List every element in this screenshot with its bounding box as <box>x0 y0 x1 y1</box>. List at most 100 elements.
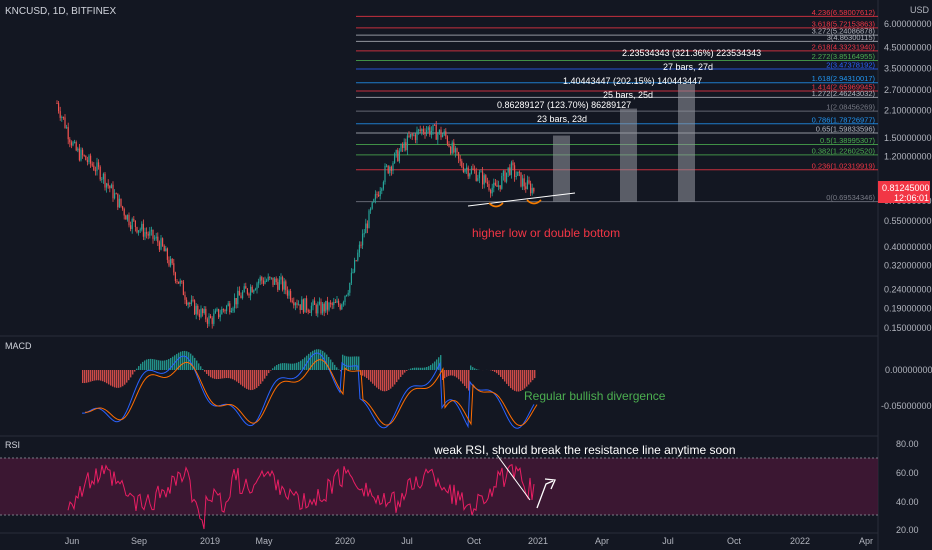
candle-body <box>424 132 426 135</box>
support-trendline[interactable] <box>467 192 576 207</box>
rsi-series[interactable] <box>67 464 535 530</box>
candle-body <box>499 185 501 189</box>
candle-body <box>61 116 63 118</box>
price-axis[interactable]: 6.00000000 4.50000000 3.50000000 2.70000000… <box>884 19 932 333</box>
macd-histogram-bar <box>122 370 124 387</box>
rsi-resistance-line[interactable] <box>496 454 531 501</box>
candle-body <box>211 318 213 324</box>
candle-body <box>395 149 397 154</box>
macd-histogram-bar <box>312 350 314 370</box>
macd-histogram-bar <box>170 357 172 370</box>
candle-body <box>192 299 194 301</box>
candle-body <box>344 295 346 303</box>
macd-histogram-bar <box>224 370 226 379</box>
candle-body <box>326 300 328 310</box>
macd-line[interactable] <box>81 352 535 429</box>
macd-histogram-bar <box>214 370 216 379</box>
candle-body <box>190 299 192 305</box>
candle-body <box>85 155 87 161</box>
projection-bars[interactable]: 23 bars, 23d 0.86289127 (123.70%) 8628912… <box>497 48 761 202</box>
projection-measure-label: 1.40443447 (202.15%) 140443447 <box>563 76 702 86</box>
candle-body <box>475 170 477 181</box>
projection-bar[interactable] <box>678 83 695 202</box>
candle-body <box>157 236 159 243</box>
macd-histogram-bar <box>286 363 288 370</box>
macd-histogram-bar <box>246 370 248 389</box>
candle-body <box>342 302 344 305</box>
candle-body <box>186 299 188 305</box>
time-tick: 2021 <box>528 536 548 546</box>
candle-body <box>518 171 520 173</box>
candle-body <box>382 182 384 189</box>
candle-body <box>352 271 354 273</box>
fib-extension[interactable]: 4.236(6.58007612) 3.618(5.72153863)3.272(… <box>356 8 878 203</box>
macd-histogram-bar <box>402 370 404 375</box>
fib-level-label: 1.618(2.94310017) <box>812 74 876 83</box>
macd-histogram-bar <box>258 370 260 387</box>
candle-body <box>315 304 317 314</box>
fib-level-label: 0.382(1.22602520) <box>812 146 876 155</box>
candle-body <box>64 117 66 128</box>
candle-body <box>115 193 117 195</box>
candle-body <box>134 220 136 228</box>
candle-body <box>178 281 180 284</box>
candle-body <box>390 166 392 171</box>
candle-body <box>328 302 330 310</box>
candle-body <box>122 206 124 209</box>
macd-histogram-bar <box>240 370 242 385</box>
candle-body <box>368 210 370 229</box>
candle-body <box>70 142 72 146</box>
candle-body <box>256 283 258 290</box>
macd-histogram-bar <box>510 370 512 389</box>
macd-histogram-bar <box>156 359 158 370</box>
price-tick: 1.20000000 <box>884 152 932 162</box>
macd-histogram-bar <box>254 370 256 390</box>
candle-body <box>378 194 380 197</box>
macd-histogram-bar <box>216 370 218 380</box>
arrow-head-icon <box>544 478 556 490</box>
candle-body <box>350 272 352 283</box>
candle-body <box>467 167 469 177</box>
candle-body <box>507 167 509 173</box>
candle-body <box>184 295 186 300</box>
price-candles[interactable] <box>56 100 535 329</box>
fib-level-label: 2.272(3.85164955) <box>812 52 876 61</box>
macd-histogram-bar <box>452 370 454 376</box>
macd-histogram-bar <box>232 370 234 380</box>
price-tick: 2.70000000 <box>884 85 932 95</box>
candle-body <box>130 225 132 230</box>
candle-body <box>366 223 368 229</box>
macd-signal-line[interactable] <box>84 359 538 426</box>
macd-histogram-bar <box>476 369 478 370</box>
rsi-line[interactable] <box>67 464 535 530</box>
candle-body <box>90 155 92 164</box>
macd-histogram-bar <box>348 356 350 370</box>
projection-bar[interactable] <box>620 108 637 202</box>
candle-body <box>181 280 183 282</box>
macd-histogram-bar <box>416 367 418 370</box>
macd-histogram-bar <box>304 357 306 370</box>
candle-body <box>477 178 479 181</box>
macd-histogram-bar <box>188 352 190 370</box>
candle-body <box>314 300 316 305</box>
projection-bar[interactable] <box>553 135 570 202</box>
time-axis[interactable]: Jun Sep 2019 May 2020 Jul Oct 2021 Apr Jul Oct 2022… <box>65 536 873 546</box>
macd-histogram-bar <box>334 364 336 370</box>
macd-histogram-bar <box>432 363 434 370</box>
macd-histogram-bar <box>194 357 196 370</box>
macd-histogram-bar <box>382 370 384 392</box>
candle-body <box>312 300 314 306</box>
macd-histogram-bar <box>438 357 440 370</box>
candle-body <box>253 290 255 293</box>
candle-body <box>98 162 100 167</box>
macd-histogram-bar <box>412 367 414 370</box>
macd-histogram-bar <box>260 370 262 384</box>
macd-indicator[interactable] <box>81 349 538 429</box>
candle-body <box>205 308 207 320</box>
candle-body <box>280 277 282 280</box>
macd-tick-0: 0.00000000 <box>885 365 932 375</box>
candle-body <box>224 310 226 312</box>
macd-histogram-bar <box>92 370 94 382</box>
projection-measure-label: 2.23534343 (321.36%) 223534343 <box>622 48 761 58</box>
